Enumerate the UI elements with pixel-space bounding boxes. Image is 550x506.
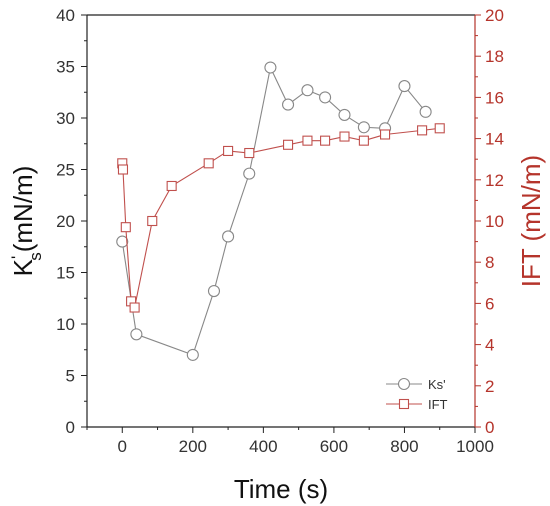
right-y-tick-label: 10 xyxy=(485,212,504,231)
right-y-tick-label: 16 xyxy=(485,88,504,107)
left-y-tick-label: 40 xyxy=(56,6,75,25)
left-y-tick-label: 25 xyxy=(56,161,75,180)
left-y-tick-label: 0 xyxy=(66,418,75,437)
left-y-tick-label: 5 xyxy=(66,367,75,386)
legend-label-ks: Ks' xyxy=(428,377,446,392)
left-y-tick-label: 15 xyxy=(56,264,75,283)
x-tick-label: 1000 xyxy=(456,437,494,456)
legend-marker-ks xyxy=(397,377,411,391)
x-tick-label: 0 xyxy=(118,437,127,456)
ks-point xyxy=(319,91,332,104)
left-y-axis-title: K's(mN/m) xyxy=(8,166,45,277)
x-tick-label: 200 xyxy=(179,437,207,456)
right-y-tick-label: 6 xyxy=(485,294,494,313)
ks-point xyxy=(282,98,295,111)
ks-point xyxy=(264,61,277,74)
right-y-tick-label: 2 xyxy=(485,377,494,396)
ift-point xyxy=(283,139,294,150)
ift-point xyxy=(147,215,158,227)
ks-point xyxy=(222,230,235,243)
ks-point xyxy=(398,80,411,93)
left-y-tick-label: 10 xyxy=(56,315,75,334)
right-y-tick-label: 14 xyxy=(485,130,504,149)
ks-point xyxy=(243,167,256,180)
ks-point xyxy=(357,121,370,134)
ift-point xyxy=(117,164,129,175)
right-y-tick-label: 20 xyxy=(485,6,504,25)
ift-point xyxy=(358,135,369,146)
x-tick-label: 600 xyxy=(320,437,348,456)
chart-series xyxy=(116,61,445,361)
right-y-axis-title: IFT (mN/m) xyxy=(516,155,546,287)
right-y-tick-label: 18 xyxy=(485,47,504,66)
ift-point xyxy=(120,222,131,233)
chart-axes: 0 200 400 600 800 100005101520253035400246810… xyxy=(8,6,546,504)
ift-point xyxy=(244,147,255,159)
ift-point xyxy=(302,135,313,146)
ift-point xyxy=(434,123,445,134)
x-axis-title: Time (s) xyxy=(234,474,328,504)
legend-marker-ift xyxy=(398,398,410,410)
ks-point xyxy=(301,84,314,97)
ks-point xyxy=(338,108,351,121)
ift-point xyxy=(320,135,331,146)
right-y-tick-label: 12 xyxy=(485,171,504,190)
ift-point xyxy=(223,145,234,157)
ift-point xyxy=(380,129,391,140)
ift-point xyxy=(129,302,140,313)
ks-point xyxy=(419,105,432,118)
left-y-tick-label: 30 xyxy=(56,109,75,128)
ks-point xyxy=(207,284,221,298)
legend-label-ift: IFT xyxy=(428,397,448,412)
ks-point xyxy=(186,348,199,361)
series-line-ks xyxy=(121,65,427,356)
right-y-tick-label: 4 xyxy=(485,336,494,355)
ift-point xyxy=(339,131,350,142)
series-line-ift xyxy=(121,127,440,310)
right-y-tick-label: 0 xyxy=(485,418,494,437)
chart-legend: Ks' IFT xyxy=(386,377,448,412)
ks-point xyxy=(116,235,129,248)
left-y-tick-label: 20 xyxy=(56,212,75,231)
ks-point xyxy=(130,328,143,341)
x-tick-label: 800 xyxy=(390,437,418,456)
ift-point xyxy=(203,158,214,169)
left-y-tick-label: 35 xyxy=(56,58,75,77)
ift-point xyxy=(166,180,177,192)
right-y-tick-label: 8 xyxy=(485,253,494,272)
x-tick-label: 400 xyxy=(249,437,277,456)
ift-point xyxy=(417,125,428,136)
